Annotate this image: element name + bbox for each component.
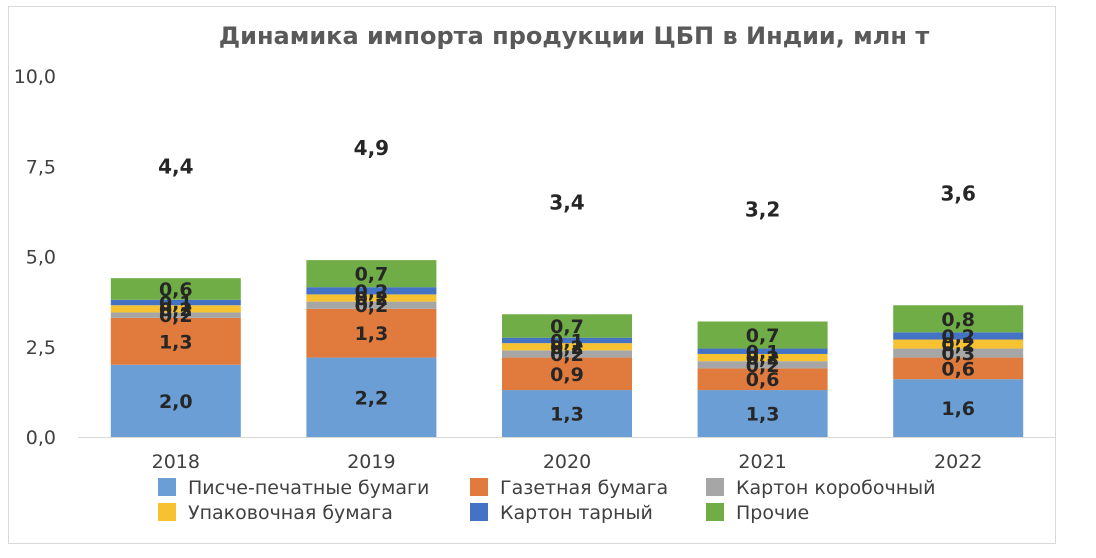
bar-segment (893, 348, 1024, 358)
total-label: 3,2 (745, 198, 780, 222)
data-label: 0,2 (746, 348, 780, 370)
legend-swatch (470, 478, 488, 496)
data-label: 0,6 (746, 369, 780, 391)
bar-segment (697, 368, 828, 391)
data-label: 1,3 (550, 404, 584, 426)
bar-segment (502, 390, 632, 437)
legend-swatch (158, 503, 176, 521)
bar-segment (893, 332, 1024, 340)
data-label: 0,7 (746, 325, 780, 347)
total-label: 3,6 (940, 181, 975, 205)
bar-segment (502, 337, 632, 344)
bar-segment (110, 312, 241, 318)
bar-segment (110, 317, 241, 365)
bar-segment (697, 390, 828, 437)
data-label: 1,3 (746, 404, 780, 426)
total-label: 4,4 (158, 154, 193, 178)
bar-segment (697, 353, 828, 362)
axis-layer: 0,0 2,5 5,0 7,5 10,0 2018 2019 2020 2021 2022 (14, 66, 1056, 473)
data-label: 2,0 (159, 391, 193, 413)
bar-segment (306, 260, 437, 288)
legend-label: Прочие (736, 502, 809, 524)
y-tick-label: 10,0 (14, 66, 56, 88)
data-label: 1,3 (159, 331, 193, 353)
legend-swatch (470, 503, 488, 521)
data-label: 1,3 (355, 323, 389, 345)
x-tick-label: 2018 (152, 451, 200, 473)
data-label: 0,1 (159, 293, 193, 315)
data-label: 2,2 (355, 387, 389, 409)
bar-segment (306, 287, 437, 295)
data-label: 0,2 (746, 355, 780, 377)
legend-label: Писче-печатные бумаги (188, 477, 429, 499)
x-tick-label: 2022 (934, 451, 982, 473)
data-label: 0,7 (550, 316, 584, 338)
y-tick-label: 7,5 (26, 156, 56, 178)
data-label: 0,2 (550, 344, 584, 366)
bar-segment (502, 343, 632, 351)
total-label: 3,4 (549, 190, 584, 214)
y-tick-label: 2,5 (26, 337, 56, 359)
data-label: 0,2 (355, 281, 389, 303)
bar-segment (502, 357, 632, 391)
data-label: 0,7 (355, 264, 389, 286)
bar-segment (110, 278, 241, 300)
bar-segment (306, 308, 437, 358)
data-label: 0,2 (355, 295, 389, 317)
chart-frame (8, 6, 1056, 544)
total-label: 4,9 (354, 136, 389, 160)
legend-swatch (706, 503, 724, 521)
data-label: 0,1 (550, 330, 584, 352)
bar-segment (502, 350, 632, 358)
data-label: 0,6 (159, 279, 193, 301)
legend-swatch (706, 478, 724, 496)
bar-segment (110, 299, 241, 306)
bar-segment (502, 314, 632, 338)
legend-label: Картон тарный (500, 502, 653, 524)
legend-label: Картон коробочный (736, 477, 935, 499)
bar-segment (893, 357, 1024, 380)
bar-segment (893, 305, 1024, 333)
data-label: 0,1 (746, 341, 780, 363)
bar-segment (697, 321, 828, 349)
x-tick-label: 2019 (347, 451, 395, 473)
x-tick-label: 2021 (738, 451, 786, 473)
data-label: 0,2 (941, 334, 975, 356)
bar-segment (697, 348, 828, 354)
data-label: 1,6 (941, 398, 975, 420)
bar-segment (306, 301, 437, 309)
bar-segment (306, 294, 437, 302)
legend-label: Упаковочная бумага (188, 502, 393, 524)
data-label: 0,9 (550, 364, 584, 386)
data-label: 0,6 (941, 358, 975, 380)
data-label: 0,3 (941, 343, 975, 365)
bar-segment (893, 379, 1024, 437)
data-label: 0,2 (355, 288, 389, 310)
bar-segment (893, 339, 1024, 349)
legend: Писче-печатные бумаги Газетная бумага Карт… (158, 477, 935, 524)
bars-layer (110, 260, 1024, 437)
data-label: 0,8 (941, 309, 975, 331)
bar-segment (306, 357, 437, 437)
bar-segment (110, 305, 241, 313)
data-label: 0,2 (159, 305, 193, 327)
x-tick-label: 2020 (543, 451, 591, 473)
bar-segment (697, 361, 828, 369)
legend-swatch (158, 478, 176, 496)
chart-title: Динамика импорта продукции ЦБП в Индии, … (219, 22, 930, 50)
y-tick-label: 0,0 (26, 427, 56, 449)
y-tick-label: 5,0 (26, 247, 56, 269)
data-label: 0,2 (941, 326, 975, 348)
labels-layer: 2,01,30,20,20,10,64,42,21,30,20,20,20,74… (158, 136, 976, 425)
legend-label: Газетная бумага (500, 477, 668, 499)
data-label: 0,2 (550, 337, 584, 359)
bar-segment (110, 364, 241, 437)
data-label: 0,2 (159, 299, 193, 321)
